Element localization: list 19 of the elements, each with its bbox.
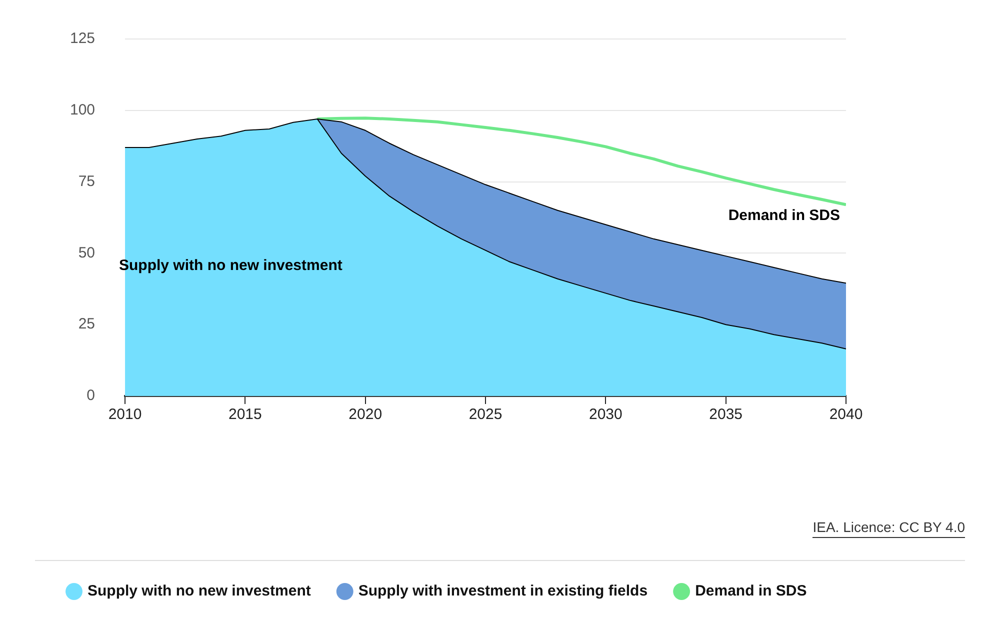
y-tick-label: 50 — [78, 244, 96, 262]
x-tick-label: 2015 — [228, 406, 262, 424]
x-tick-label: 2040 — [829, 406, 863, 424]
y-tick-label: 100 — [70, 102, 96, 119]
legend-label: Supply with investment in existing fields — [358, 582, 648, 600]
legend-label: Supply with no new investment — [88, 582, 311, 600]
x-tick-label: 2025 — [468, 406, 502, 424]
x-tick-label: 2035 — [709, 406, 743, 424]
annotation: Demand in SDS — [728, 207, 840, 224]
y-tick-label: 0 — [86, 387, 96, 404]
x-tick-label: 2010 — [108, 406, 142, 424]
annotation: Supply with no new investment — [119, 257, 342, 274]
text: IEA. Licence: CC BY 4.0 — [812, 518, 966, 535]
legend-label: Demand in SDS — [695, 582, 807, 600]
x-tick-label: 2030 — [588, 406, 622, 424]
x-tick-label: 2020 — [348, 406, 382, 424]
y-tick-label: 75 — [78, 172, 96, 190]
y-tick-label: 25 — [78, 316, 96, 333]
y-tick-label: 125 — [70, 30, 96, 48]
